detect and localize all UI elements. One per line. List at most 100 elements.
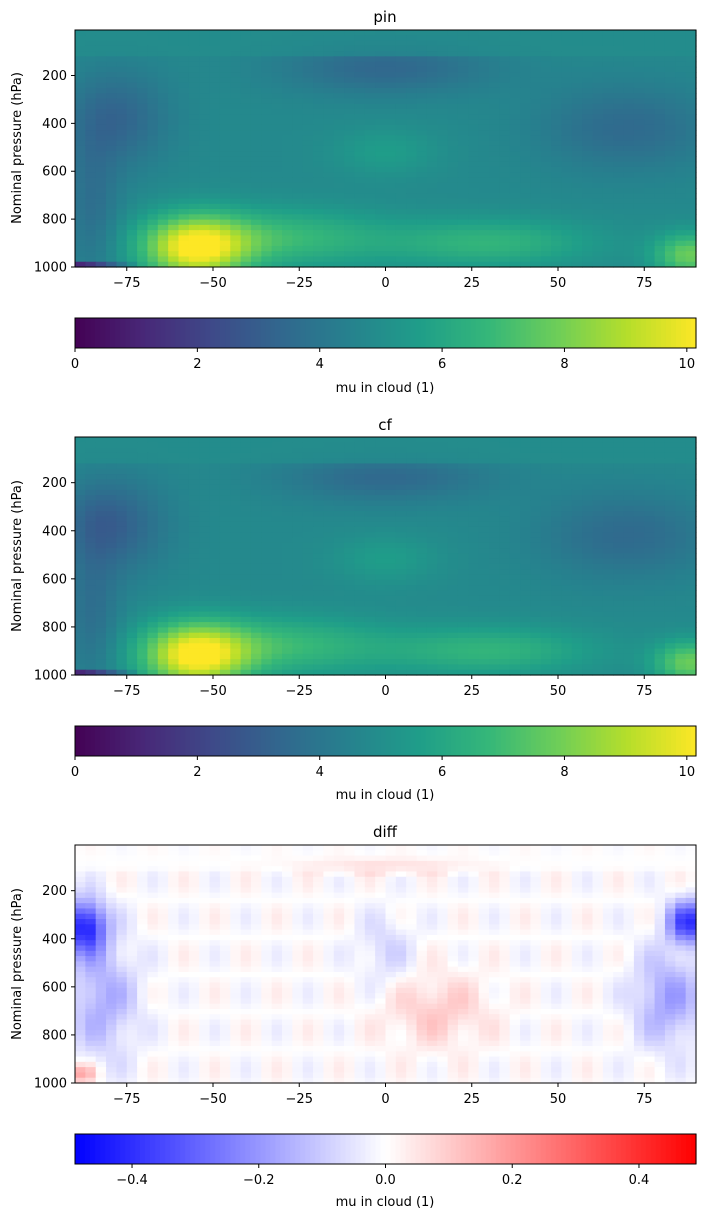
heatmap-cell	[613, 151, 625, 157]
heatmap-cell	[240, 172, 252, 179]
heatmap-cell	[520, 479, 531, 486]
heatmap-cell	[623, 261, 635, 268]
heatmap-cell	[230, 66, 242, 73]
heatmap-cell	[623, 135, 635, 142]
heatmap-cell	[633, 240, 645, 247]
heatmap-cell	[654, 585, 666, 591]
heatmap-cell	[188, 622, 200, 628]
heatmap-cell	[530, 537, 542, 544]
heatmap-cell	[406, 442, 418, 449]
heatmap-cell	[282, 558, 293, 565]
heatmap-cell	[323, 548, 335, 554]
heatmap-cell	[209, 235, 221, 242]
heatmap-cell	[126, 77, 138, 84]
heatmap-cell	[178, 447, 190, 454]
heatmap-cell	[478, 135, 490, 142]
heatmap-cell	[344, 569, 356, 576]
heatmap-cell	[219, 489, 231, 496]
heatmap-cell	[116, 224, 128, 231]
heatmap-cell	[540, 606, 552, 613]
heatmap-cell	[323, 463, 335, 470]
heatmap-cell	[489, 574, 500, 581]
heatmap-cell	[323, 579, 335, 586]
heatmap-cell	[416, 611, 428, 618]
heatmap-cell	[209, 484, 221, 491]
heatmap-cell	[106, 77, 117, 84]
heatmap-cell	[292, 569, 304, 576]
heatmap-cell	[313, 35, 324, 42]
heatmap-cell	[406, 145, 418, 152]
heatmap-cell	[437, 119, 449, 126]
heatmap-cell	[323, 245, 335, 252]
heatmap-cell	[613, 66, 625, 73]
heatmap-cell	[302, 606, 314, 613]
heatmap-cell	[230, 458, 242, 465]
heatmap-cell	[126, 172, 138, 179]
heatmap-cell	[406, 505, 418, 512]
heatmap-cell	[85, 161, 97, 168]
heatmap-cell	[633, 452, 645, 459]
heatmap-cell	[664, 156, 676, 163]
heatmap-cell	[437, 140, 449, 147]
heatmap-cell	[582, 209, 594, 215]
heatmap-cell	[95, 474, 107, 480]
heatmap-cell	[271, 224, 283, 231]
heatmap-cell	[344, 66, 356, 73]
heatmap-cell	[623, 188, 635, 194]
heatmap-cell	[168, 245, 180, 252]
heatmap-cell	[406, 235, 418, 242]
heatmap-cell	[478, 172, 490, 179]
heatmap-cell	[354, 235, 366, 242]
heatmap-cell	[85, 532, 97, 539]
heatmap-cell	[282, 193, 293, 200]
heatmap-cell	[426, 77, 438, 84]
heatmap-cell	[344, 224, 356, 231]
heatmap-cell	[675, 140, 687, 147]
heatmap-cell	[582, 235, 594, 242]
heatmap-cell	[188, 590, 200, 597]
heatmap-cell	[426, 145, 438, 152]
heatmap-cell	[644, 56, 656, 63]
heatmap-cell	[447, 579, 459, 586]
heatmap-cell	[95, 574, 107, 581]
heatmap-cell	[602, 495, 614, 502]
heatmap-cell	[137, 500, 149, 507]
heatmap-cell	[219, 579, 231, 586]
heatmap-cell	[623, 224, 635, 231]
heatmap-cell	[633, 553, 645, 560]
heatmap-cell	[602, 569, 614, 576]
heatmap-cell	[385, 56, 397, 63]
heatmap-cell	[489, 98, 500, 105]
heatmap-cell	[592, 203, 604, 210]
heatmap-cell	[457, 151, 469, 157]
heatmap-cell	[540, 214, 552, 221]
heatmap-cell	[219, 600, 231, 607]
heatmap-cell	[302, 447, 314, 454]
heatmap-cell	[530, 140, 542, 147]
heatmap-cell	[157, 93, 169, 100]
heatmap-cell	[592, 595, 604, 602]
heatmap-cell	[302, 135, 314, 142]
heatmap-cell	[240, 109, 252, 115]
heatmap-cell	[230, 151, 242, 157]
heatmap-cell	[313, 616, 324, 623]
heatmap-cell	[540, 574, 552, 581]
heatmap-cell	[385, 256, 397, 263]
heatmap-cell	[292, 188, 304, 194]
heatmap-cell	[468, 151, 480, 157]
heatmap-cell	[447, 35, 459, 42]
heatmap-cell	[499, 542, 511, 549]
heatmap-cell	[126, 124, 138, 131]
heatmap-cell	[520, 442, 531, 449]
heatmap-cell	[664, 468, 676, 475]
heatmap-cell	[137, 532, 149, 539]
heatmap-cell	[592, 256, 604, 263]
plot-title: cf	[378, 416, 392, 434]
heatmap-cell	[282, 256, 293, 263]
heatmap-cell	[406, 56, 418, 63]
heatmap-cell	[126, 193, 138, 200]
heatmap-cell	[75, 600, 86, 607]
heatmap-cell	[520, 151, 531, 157]
heatmap-cell	[489, 56, 500, 63]
heatmap-cell	[468, 489, 480, 496]
